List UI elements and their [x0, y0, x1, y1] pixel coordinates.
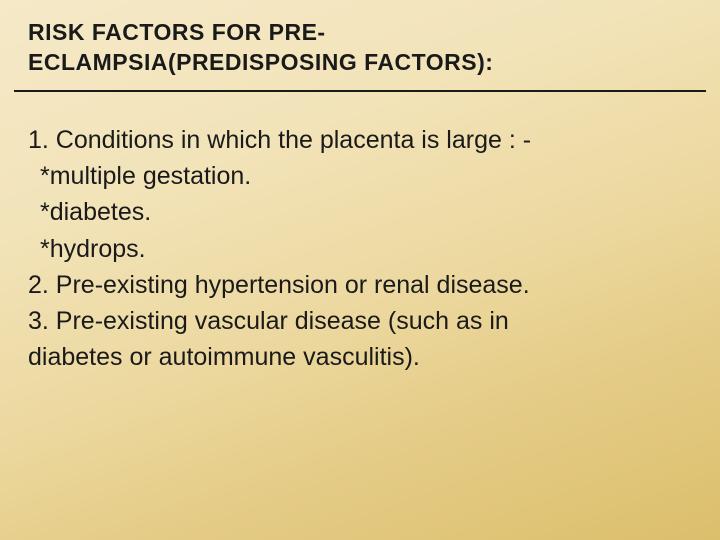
slide-title: RISK FACTORS FOR PRE- ECLAMPSIA(PREDISPO… [28, 18, 692, 78]
body-line-1: 1. Conditions in which the placenta is l… [28, 122, 692, 158]
body-line-4: *hydrops. [28, 231, 692, 267]
body-line-6: 3. Pre-existing vascular disease (such a… [28, 303, 692, 339]
title-block: RISK FACTORS FOR PRE- ECLAMPSIA(PREDISPO… [0, 0, 720, 88]
body-line-7: diabetes or autoimmune vasculitis). [28, 339, 692, 375]
title-line-2: ECLAMPSIA(PREDISPOSING FACTORS): [28, 49, 493, 75]
title-line-1: RISK FACTORS FOR PRE- [28, 19, 326, 45]
body-line-2: *multiple gestation. [28, 158, 692, 194]
slide: RISK FACTORS FOR PRE- ECLAMPSIA(PREDISPO… [0, 0, 720, 540]
body-line-3: *diabetes. [28, 194, 692, 230]
body-block: 1. Conditions in which the placenta is l… [0, 92, 720, 376]
body-line-5: 2. Pre-existing hypertension or renal di… [28, 267, 692, 303]
